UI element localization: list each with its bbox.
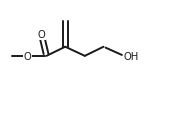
Text: O: O — [24, 51, 32, 61]
Text: OH: OH — [124, 51, 139, 61]
Text: O: O — [38, 30, 45, 40]
